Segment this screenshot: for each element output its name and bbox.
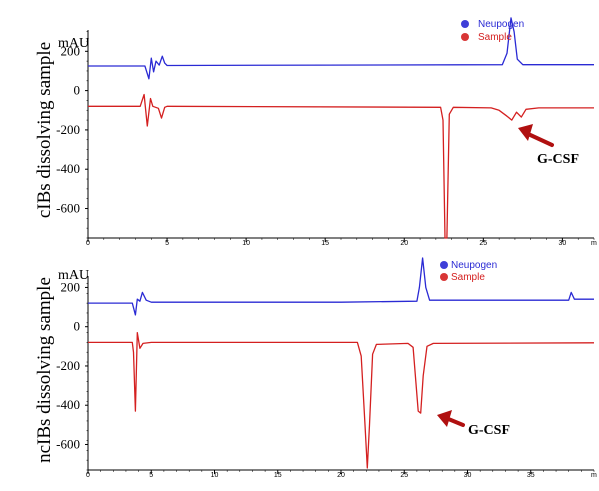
y-tick-label: -600 — [56, 436, 80, 451]
y-tick-label: -600 — [56, 201, 80, 216]
y-tick-label: 200 — [61, 43, 81, 58]
y-tick-label: 200 — [61, 279, 81, 294]
y-tick-label: -400 — [56, 161, 80, 176]
x-unit-fragment: m — [591, 240, 597, 247]
y-tick-label: 0 — [74, 83, 81, 98]
y-tick-label: 0 — [74, 319, 81, 334]
legend-label-neupogen-top: Neupogen — [478, 19, 524, 30]
legend-marker-sample-top — [461, 33, 469, 41]
annotation-label-bottom: G-CSF — [468, 423, 510, 438]
y-tick-label: -200 — [56, 122, 80, 137]
annotation-arrowhead-top — [518, 124, 533, 141]
chart-panel-top: cIBs dissolving sample mAU 2000-200-400-… — [34, 17, 597, 247]
annotation-arrow-top — [524, 131, 554, 147]
x-tick-label: 20 — [400, 240, 408, 247]
series-line-neupogen — [88, 257, 594, 316]
annotation-bottom: G-CSF — [437, 410, 510, 438]
legend-label-sample-bottom: Sample — [451, 272, 485, 283]
legend-label-neupogen-bottom: Neupogen — [451, 260, 497, 271]
x-tick-label: 20 — [337, 472, 345, 479]
annotation-arrowhead-bottom — [437, 410, 452, 427]
legend-marker-neupogen-bottom — [440, 261, 448, 269]
legend-top: Neupogen Sample — [461, 19, 524, 43]
panel-label-top: cIBs dissolving sample — [34, 42, 55, 218]
x-tick-label: 5 — [165, 240, 169, 247]
x-tick-label: 0 — [86, 240, 90, 247]
chart-panel-bottom: ncIBs dissolving sample mAU 2000-200-400… — [34, 257, 597, 479]
x-tick-label: 25 — [400, 472, 408, 479]
y-unit-top: mAU — [58, 36, 89, 51]
y-tick-label: -200 — [56, 358, 80, 373]
series-line-sample — [88, 93, 594, 239]
legend-marker-sample-bottom — [440, 273, 448, 281]
x-tick-label: 15 — [274, 472, 282, 479]
legend-label-sample-top: Sample — [478, 32, 512, 43]
legend-bottom: Neupogen Sample — [440, 260, 497, 283]
x-tick-label: 10 — [242, 240, 250, 247]
x-tick-label: 30 — [464, 472, 472, 479]
panel-label-bottom: ncIBs dissolving sample — [34, 277, 55, 463]
x-tick-label: 15 — [321, 240, 329, 247]
annotation-label-top: G-CSF — [537, 152, 579, 167]
annotation-top: G-CSF — [518, 124, 579, 167]
legend-marker-neupogen-top — [461, 20, 469, 28]
series-line-sample — [88, 331, 595, 469]
x-tick-label: 30 — [558, 240, 566, 247]
x-tick-label: 5 — [149, 472, 153, 479]
x-tick-label: 0 — [86, 472, 90, 479]
x-unit-fragment: m — [591, 472, 597, 479]
x-tick-label: 25 — [479, 240, 487, 247]
y-unit-bottom: mAU — [58, 268, 89, 283]
y-tick-label: -400 — [56, 397, 80, 412]
x-tick-label: 35 — [527, 472, 535, 479]
series-line-neupogen — [88, 17, 594, 80]
x-tick-label: 10 — [211, 472, 219, 479]
